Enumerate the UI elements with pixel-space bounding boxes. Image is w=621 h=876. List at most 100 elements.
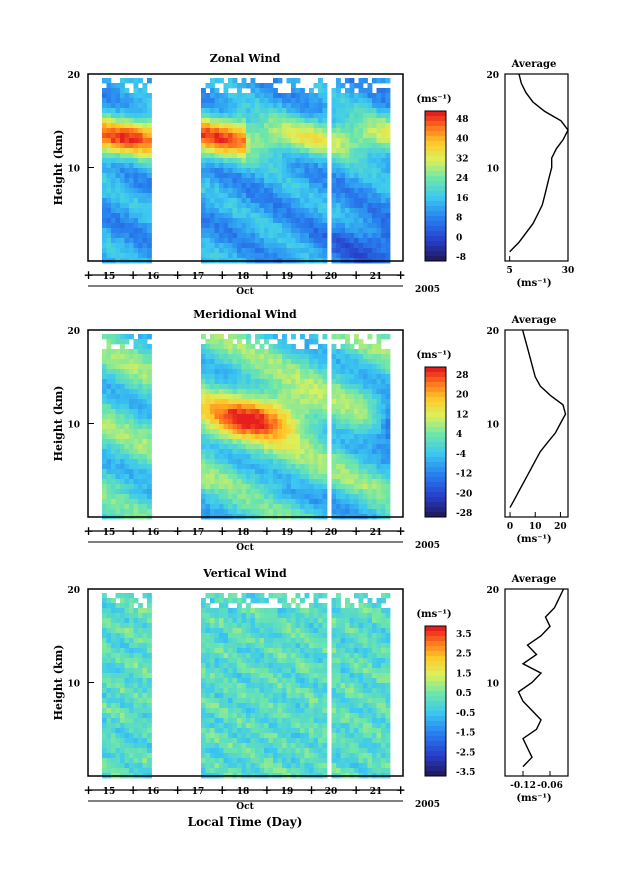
- heatmap-cell: [219, 178, 224, 184]
- heatmap-cell: [273, 399, 278, 405]
- heatmap-cell: [354, 203, 359, 209]
- heatmap-cell: [358, 489, 364, 495]
- heatmap-cell: [282, 733, 287, 739]
- heatmap-cell: [336, 233, 341, 239]
- heatmap-cell: [336, 509, 341, 515]
- heatmap-cell: [304, 158, 310, 164]
- heatmap-cell: [142, 509, 148, 515]
- heatmap-cell: [250, 193, 256, 199]
- heatmap-cell: [282, 623, 287, 629]
- heatmap-cell: [142, 728, 148, 734]
- heatmap-cell: [115, 489, 121, 495]
- heatmap-cell: [133, 454, 139, 460]
- heatmap-cell: [295, 143, 301, 149]
- heatmap-cell: [115, 484, 121, 490]
- heatmap-cell: [111, 238, 116, 244]
- heatmap-cell: [372, 148, 377, 154]
- heatmap-cell: [358, 449, 364, 455]
- heatmap-cell: [232, 593, 238, 599]
- heatmap-cell: [259, 648, 265, 654]
- heatmap-cell: [385, 334, 391, 340]
- day-tick-mark: +: [128, 268, 138, 282]
- heatmap-cell: [273, 748, 278, 754]
- heatmap-cell: [264, 173, 269, 179]
- heatmap-cell: [214, 718, 220, 724]
- heatmap-cell: [124, 454, 130, 460]
- heatmap-cell: [214, 454, 220, 460]
- heatmap-cell: [147, 374, 152, 380]
- heatmap-cell: [336, 163, 341, 169]
- heatmap-cell: [286, 168, 292, 174]
- heatmap-cell: [201, 733, 206, 739]
- heatmap-cell: [246, 603, 251, 609]
- heatmap-cell: [129, 203, 134, 209]
- heatmap-cell: [228, 143, 233, 149]
- heatmap-cell: [376, 429, 382, 435]
- heatmap-cell: [291, 369, 296, 375]
- heatmap-cell: [354, 459, 359, 465]
- heatmap-cell: [318, 474, 323, 480]
- heatmap-cell: [318, 113, 323, 119]
- heatmap-cell: [345, 504, 350, 510]
- heatmap-cell: [223, 158, 229, 164]
- heatmap-cell: [259, 703, 265, 709]
- heatmap-cell: [358, 424, 364, 430]
- heatmap-cell: [232, 658, 238, 664]
- heatmap-cell: [309, 183, 314, 189]
- heatmap-cell: [367, 88, 373, 94]
- heatmap-cell: [331, 153, 337, 159]
- heatmap-cell: [381, 213, 386, 219]
- heatmap-cell: [349, 98, 355, 104]
- heatmap-cell: [372, 404, 377, 410]
- heatmap-cell: [349, 133, 355, 139]
- heatmap-cell: [223, 489, 229, 495]
- heatmap-cell: [246, 389, 251, 395]
- heatmap-cell: [372, 133, 377, 139]
- heatmap-cell: [340, 113, 346, 119]
- heatmap-cell: [331, 349, 337, 355]
- heatmap-cell: [358, 339, 364, 345]
- heatmap-cell: [120, 668, 125, 674]
- heatmap-cell: [363, 233, 368, 239]
- heatmap-cell: [124, 758, 130, 764]
- heatmap-cell: [363, 153, 368, 159]
- heatmap-cell: [237, 698, 242, 704]
- colorbar-step: [425, 512, 446, 518]
- heatmap-cell: [291, 449, 296, 455]
- heatmap-cell: [354, 399, 359, 405]
- heatmap-cell: [250, 613, 256, 619]
- heatmap-cell: [259, 663, 265, 669]
- panel-title: Vertical Wind: [202, 567, 287, 580]
- heatmap-cell: [129, 663, 134, 669]
- colorbar-step: [425, 236, 446, 242]
- heatmap-cell: [372, 173, 377, 179]
- heatmap-cell: [115, 253, 121, 259]
- heatmap-cell: [300, 203, 305, 209]
- heatmap-cell: [129, 429, 134, 435]
- heatmap-cell: [291, 484, 296, 490]
- heatmap-cell: [201, 753, 206, 759]
- heatmap-cell: [219, 158, 224, 164]
- heatmap-cell: [129, 628, 134, 634]
- heatmap-cell: [367, 434, 373, 440]
- day-tick-mark: +: [83, 268, 93, 282]
- heatmap-cell: [264, 728, 269, 734]
- heatmap-cell: [120, 613, 125, 619]
- heatmap-cell: [273, 728, 278, 734]
- heatmap-cell: [201, 698, 206, 704]
- heatmap-cell: [331, 138, 337, 144]
- heatmap-cell: [241, 733, 247, 739]
- heatmap-cell: [201, 248, 206, 254]
- heatmap-cell: [295, 208, 301, 214]
- heatmap-cell: [345, 509, 350, 515]
- heatmap-cell: [259, 653, 265, 659]
- heatmap-cell: [331, 409, 337, 415]
- heatmap-cell: [277, 409, 283, 415]
- heatmap-cell: [349, 399, 355, 405]
- heatmap-cell: [385, 208, 391, 214]
- heatmap-cell: [363, 409, 368, 415]
- heatmap-cell: [385, 143, 391, 149]
- heatmap-cell: [214, 394, 220, 400]
- heatmap-cell: [219, 173, 224, 179]
- heatmap-cell: [133, 128, 139, 134]
